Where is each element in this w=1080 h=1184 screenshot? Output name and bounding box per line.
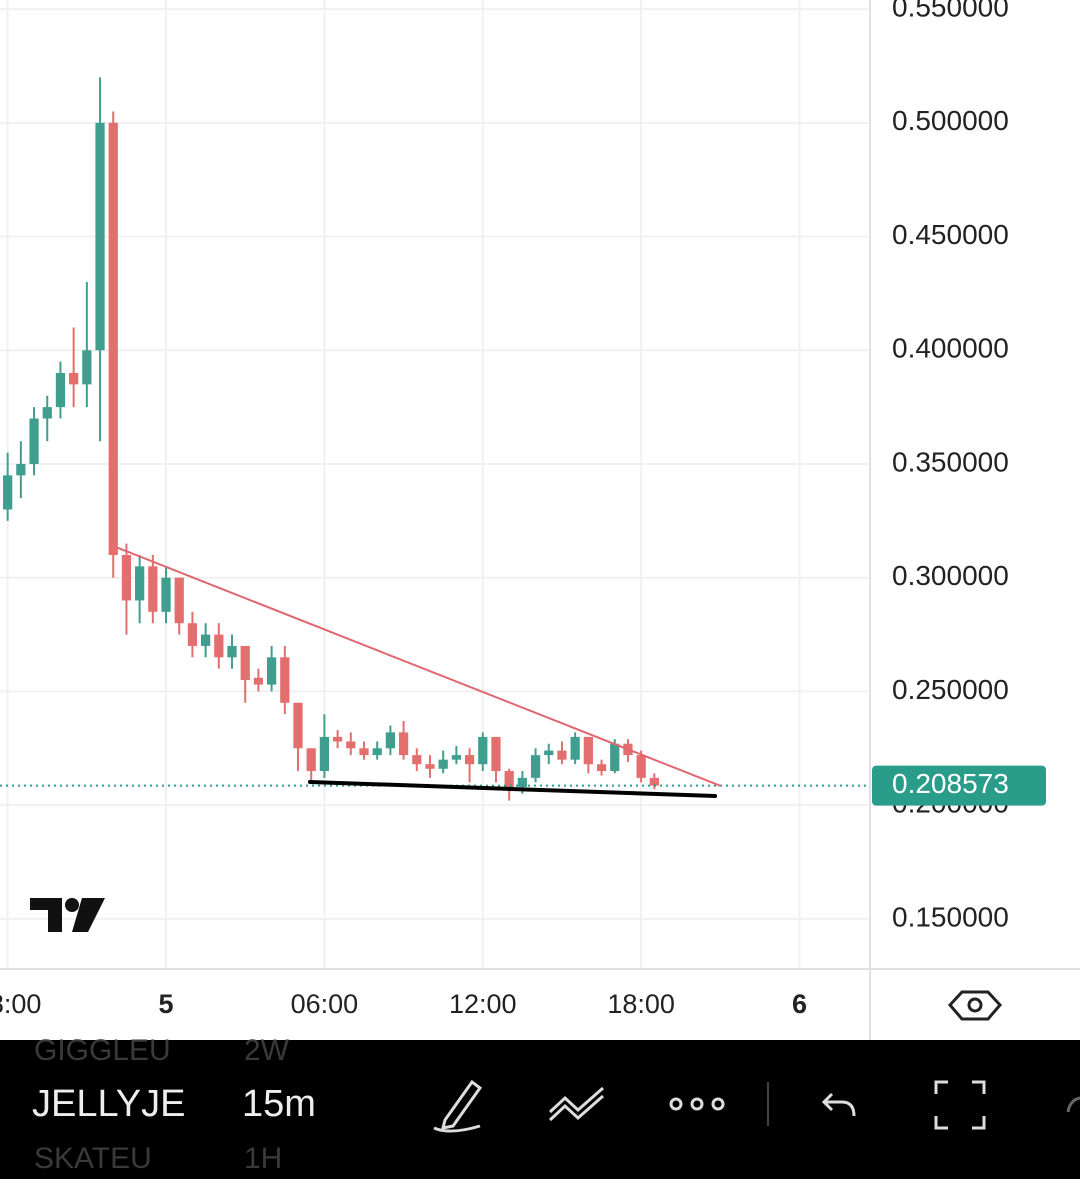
y-tick-label: 0.250000 xyxy=(892,674,1009,705)
symbol-selected[interactable]: JELLYJE xyxy=(32,1083,185,1125)
tradingview-logo xyxy=(30,898,105,932)
candle-body xyxy=(438,759,448,769)
candle-body xyxy=(280,657,290,703)
toolbar xyxy=(0,1040,1080,1179)
candle-body xyxy=(240,645,250,681)
candle-body xyxy=(596,764,607,772)
x-tick-label: 06:00 xyxy=(291,989,359,1019)
y-tick-label: 0.550000 xyxy=(892,0,1009,22)
candle-body xyxy=(649,777,659,786)
candle-body xyxy=(636,755,646,778)
candle-body xyxy=(135,566,145,601)
candle-body xyxy=(55,373,66,408)
candle-body xyxy=(610,743,620,772)
candle-body xyxy=(69,373,79,385)
candle-body xyxy=(583,736,593,765)
candle-body xyxy=(425,764,435,769)
candle-body xyxy=(544,750,554,756)
candle-body xyxy=(227,645,237,658)
y-tick-label: 0.500000 xyxy=(892,105,1009,136)
candle-body xyxy=(372,748,382,756)
candle-body xyxy=(306,748,316,772)
candle-body xyxy=(29,418,39,464)
candle-body xyxy=(346,741,356,749)
candle-body xyxy=(108,122,118,555)
last-price-badge xyxy=(872,765,1046,806)
x-tick-label: 5 xyxy=(159,989,174,1019)
candle-body xyxy=(82,350,92,385)
trendline-tool-button[interactable] xyxy=(548,1086,604,1122)
candle-body xyxy=(95,122,105,351)
candle-body xyxy=(491,736,501,772)
trendline xyxy=(116,546,721,787)
candle-body xyxy=(293,702,303,749)
candle-body xyxy=(398,732,409,756)
y-tick-label: 0.450000 xyxy=(892,219,1009,250)
candle-body xyxy=(464,755,475,765)
candle-body xyxy=(557,750,567,760)
candle-body xyxy=(121,554,132,601)
axes: 18:00506:0012:0018:0060.1500000.2000000.… xyxy=(0,0,1046,1019)
interval-selected[interactable]: 15m xyxy=(242,1083,316,1125)
plot-area xyxy=(0,77,870,801)
candle-body xyxy=(201,634,211,646)
candle-body xyxy=(253,677,264,685)
y-tick-label: 0.300000 xyxy=(892,560,1009,591)
y-tick-label: 0.150000 xyxy=(892,901,1009,932)
candle-body xyxy=(161,577,171,612)
more-button[interactable] xyxy=(669,1097,725,1111)
x-tick-label: 6 xyxy=(792,989,807,1019)
candle-body xyxy=(412,755,422,765)
last-price-label: 0.208573 xyxy=(892,768,1009,799)
candle-body xyxy=(42,407,52,419)
symbol-option[interactable]: GIGGLEU xyxy=(34,1034,171,1067)
candle-body xyxy=(16,463,26,476)
undo-button[interactable] xyxy=(821,1092,856,1117)
candle-body xyxy=(214,634,224,658)
candle-body xyxy=(359,748,369,756)
candle-body xyxy=(570,736,580,760)
candle-body xyxy=(174,577,184,624)
x-tick-label: 18:00 xyxy=(0,989,41,1019)
candle-body xyxy=(451,755,461,760)
settings-button[interactable] xyxy=(947,990,1003,1021)
candle-body xyxy=(530,755,541,778)
x-tick-label: 12:00 xyxy=(449,989,517,1019)
toolbar-overflow xyxy=(1066,1096,1080,1113)
candle-body xyxy=(187,623,198,646)
fullscreen-button[interactable] xyxy=(934,1080,986,1130)
candle-body xyxy=(332,736,343,742)
candle-body xyxy=(504,771,514,787)
candle-body xyxy=(385,732,396,749)
interval-option[interactable]: 1H xyxy=(244,1142,282,1175)
x-tick-label: 18:00 xyxy=(607,989,675,1019)
grid xyxy=(0,0,870,968)
interval-option[interactable]: 2W xyxy=(244,1034,290,1067)
candle-body xyxy=(3,475,13,510)
symbol-option[interactable]: SKATEU xyxy=(34,1142,152,1175)
candle-body xyxy=(319,736,330,772)
candle-body xyxy=(266,657,277,685)
candle-body xyxy=(517,777,527,787)
candle-body xyxy=(478,736,488,765)
trendline xyxy=(307,779,718,799)
y-tick-label: 0.350000 xyxy=(892,446,1009,477)
draw-button[interactable] xyxy=(433,1079,483,1133)
y-tick-label: 0.400000 xyxy=(892,333,1009,364)
candle-body xyxy=(148,566,158,612)
